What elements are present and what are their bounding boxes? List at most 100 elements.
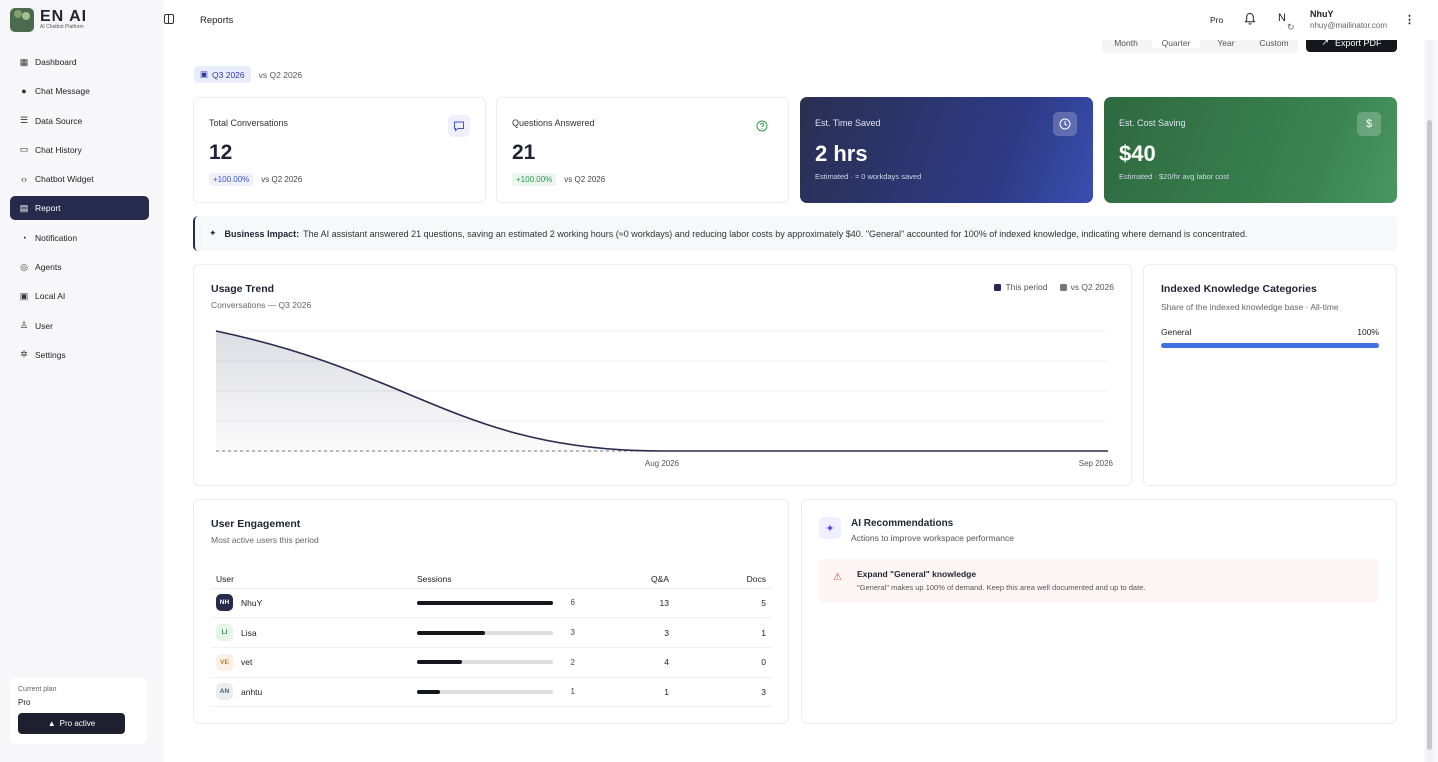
- range-option-month[interactable]: Month: [1114, 40, 1138, 48]
- sidebar-item-notification[interactable]: ◔ Notification: [10, 226, 149, 250]
- plan-badge: Pro: [1210, 15, 1224, 25]
- col-sessions[interactable]: Sessions: [412, 570, 575, 589]
- sessions-count: 1: [570, 687, 575, 697]
- gear-icon: ✲: [20, 349, 28, 360]
- usage-subtitle: Conversations — Q3 2026: [211, 300, 312, 310]
- stat-card-total-conversations: Total Conversations 12 +100.00% vs Q2 20…: [193, 97, 486, 203]
- bell-icon[interactable]: [1244, 12, 1256, 26]
- avatar[interactable]: N: [1278, 12, 1286, 24]
- logo-mark-icon: [10, 8, 34, 32]
- range-option-quarter[interactable]: Quarter: [1152, 40, 1200, 48]
- bot-icon: ◎: [20, 261, 28, 272]
- qa-count: 4: [575, 647, 675, 678]
- topbar: Reports Pro N ↻ NhuY nhuy@mailinator.com…: [164, 0, 1438, 40]
- col-qa[interactable]: Q&A: [575, 570, 675, 589]
- chat-icon: ●: [21, 86, 27, 97]
- table-row[interactable]: AN anhtu 1 1 3: [211, 677, 772, 708]
- docs-count: 5: [675, 588, 772, 619]
- col-user[interactable]: User: [211, 570, 412, 589]
- page-scrollbar[interactable]: [1426, 40, 1434, 762]
- sidebar-toggle-icon[interactable]: [164, 14, 174, 24]
- stat-value: 21: [512, 141, 536, 164]
- recommendation-title: Expand "General" knowledge: [857, 569, 977, 579]
- export-icon: ↗: [1321, 40, 1330, 47]
- recommendations-subtitle: Actions to improve workspace performance: [851, 533, 1014, 543]
- scrollbar-thumb[interactable]: [1427, 120, 1432, 750]
- range-option-year[interactable]: Year: [1217, 40, 1235, 48]
- ai-recommendations-card: ✦ AI Recommendations Actions to improve …: [801, 499, 1397, 724]
- period-current: Q3 2026: [212, 69, 245, 80]
- chat-bubble-icon: [448, 115, 470, 137]
- sidebar-item-settings[interactable]: ✲ Settings: [10, 343, 149, 367]
- docs-count: 3: [675, 677, 772, 708]
- stat-title: Total Conversations: [209, 118, 289, 128]
- usage-title: Usage Trend: [211, 283, 275, 295]
- sidebar: EN AI AI Chatbot Platform ▦ Dashboard ● Cha…: [0, 0, 164, 762]
- x-tick-label: Sep 2026: [1079, 459, 1114, 468]
- brand-logo[interactable]: EN AI AI Chatbot Platform: [10, 8, 87, 32]
- export-pdf-button[interactable]: ↗ Export PDF: [1306, 40, 1397, 52]
- range-option-custom[interactable]: Custom: [1259, 40, 1289, 48]
- recommendations-title: AI Recommendations: [851, 518, 954, 529]
- clock-icon: [1053, 112, 1077, 136]
- col-docs[interactable]: Docs: [675, 570, 772, 589]
- main-content: Month Quarter Year Custom ↗ Export PDF ▣ Q3…: [164, 40, 1424, 762]
- legend-item-this-period[interactable]: This period: [994, 282, 1048, 292]
- sidebar-item-chat-history[interactable]: ▭ Chat History: [10, 138, 149, 162]
- user-engagement-card: User Engagement Most active users this p…: [193, 499, 789, 724]
- pro-active-button[interactable]: ▲ Pro active: [18, 713, 125, 734]
- sidebar-item-local-ai[interactable]: ▣ Local AI: [10, 284, 149, 308]
- brand-name: EN AI: [40, 8, 88, 25]
- table-row[interactable]: LI Lisa 3 3 1: [211, 617, 772, 648]
- sessions-bar-fill: [417, 660, 463, 665]
- sidebar-item-label: Chat History: [35, 144, 82, 155]
- sessions-bar-fill: [417, 689, 440, 694]
- docs-count: 0: [675, 647, 772, 678]
- sidebar-item-dashboard[interactable]: ▦ Dashboard: [10, 50, 149, 74]
- calendar-icon: ▣: [200, 69, 209, 79]
- sessions-bar: [417, 630, 553, 635]
- delta-compare: vs Q2 2026: [564, 175, 606, 184]
- sidebar-item-data-source[interactable]: ☰ Data Source: [10, 109, 149, 133]
- table-row[interactable]: NH NhuY 6 13 5: [211, 588, 772, 619]
- bell-icon: ◔: [21, 232, 27, 243]
- user-name-cell: vet: [241, 657, 253, 668]
- knowledge-label: General: [1161, 327, 1192, 337]
- engagement-subtitle: Most active users this period: [211, 535, 319, 545]
- highlight-note: Estimated · $20/hr avg labor cost: [1119, 172, 1230, 181]
- period-chip[interactable]: ▣ Q3 2026: [194, 66, 251, 83]
- stat-card-questions-answered: Questions Answered 21 +100.00% vs Q2 202…: [496, 97, 789, 203]
- sidebar-item-user[interactable]: ♙ User: [10, 314, 149, 338]
- sidebar-item-chatbot-widget[interactable]: ‹› Chatbot Widget: [10, 167, 149, 191]
- highlight-title: Est. Time Saved: [815, 118, 881, 128]
- delta-badge: +100.00%: [209, 173, 254, 186]
- sidebar-item-report[interactable]: ▤ Report: [10, 196, 149, 221]
- plan-value: Pro: [18, 698, 31, 707]
- more-menu-icon[interactable]: ⋮: [1404, 14, 1415, 26]
- user-name-cell: NhuY: [241, 597, 263, 608]
- brand-tagline: AI Chatbot Platform: [40, 24, 84, 30]
- sidebar-item-label: Report: [35, 203, 61, 214]
- delta-badge: +100.00%: [512, 173, 557, 186]
- docs-count: 1: [675, 617, 772, 648]
- plan-label: Current plan: [18, 686, 57, 693]
- sidebar-item-label: Local AI: [35, 291, 66, 302]
- stat-value: 12: [209, 141, 233, 164]
- file-icon: ▤: [19, 202, 29, 213]
- highlight-card-cost-saving: Est. Cost Saving $40 Estimated · $20/hr …: [1104, 97, 1397, 203]
- table-row[interactable]: VE vet 2 4 0: [211, 647, 772, 678]
- recommendation-item[interactable]: ⚠ Expand "General" knowledge "General" m…: [819, 559, 1379, 603]
- sidebar-item-label: Agents: [35, 262, 62, 273]
- rocket-icon: ▲: [47, 719, 56, 728]
- sessions-bar: [417, 660, 553, 665]
- sidebar-item-label: Data Source: [35, 115, 83, 126]
- knowledge-subtitle: Share of the indexed knowledge base · Al…: [1161, 302, 1339, 312]
- sidebar-item-agents[interactable]: ◎ Agents: [10, 255, 149, 279]
- sidebar-item-chat-message[interactable]: ● Chat Message: [10, 79, 149, 103]
- sidebar-item-label: Chatbot Widget: [35, 174, 94, 185]
- impact-label: Business Impact:: [224, 228, 300, 239]
- sessions-bar: [417, 600, 553, 605]
- knowledge-title: Indexed Knowledge Categories: [1161, 283, 1317, 295]
- sparkles-icon: ✦: [819, 517, 841, 539]
- legend-item-compare[interactable]: vs Q2 2026: [1059, 282, 1114, 292]
